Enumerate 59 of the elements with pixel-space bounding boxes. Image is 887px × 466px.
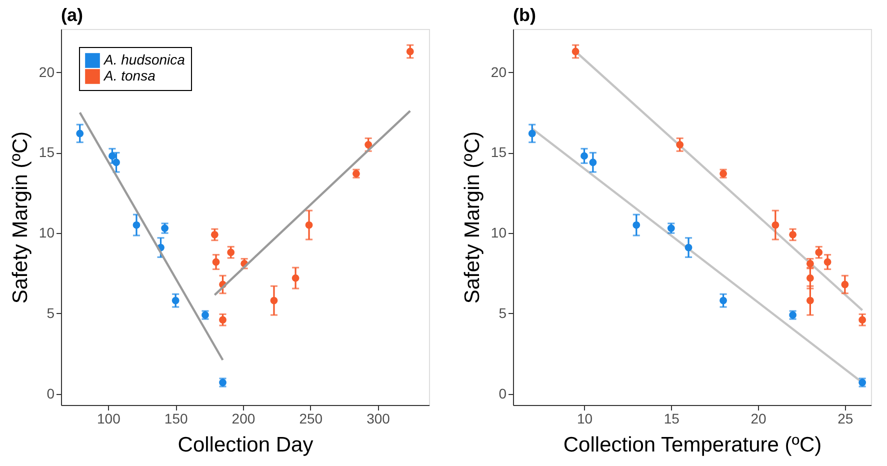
point [406,48,414,56]
point [815,248,823,256]
point [684,244,692,252]
x-tick-label: 20 [750,410,767,426]
point [806,274,814,282]
point [632,221,640,229]
point [789,230,797,238]
point [210,230,218,238]
point [112,158,120,166]
x-axis-title: Collection Day [178,434,314,456]
y-tick-label: 0 [46,385,55,402]
point [108,152,116,160]
point [364,140,372,148]
point [212,258,220,266]
point [305,221,313,229]
point [772,221,780,229]
point [589,158,597,166]
x-tick-label: 15 [664,410,680,426]
y-tick-label: 10 [490,224,507,241]
chart-title: (a) [61,5,84,25]
point [841,280,849,288]
x-tick-label: 300 [366,410,390,426]
y-tick-label: 10 [38,224,55,241]
point [227,248,235,256]
point [292,274,300,282]
y-tick-label: 5 [46,304,55,321]
point [667,224,675,232]
point [172,296,180,304]
y-tick-label: 15 [490,144,507,160]
point [572,48,580,56]
point [219,316,226,324]
point [76,130,84,138]
point [858,316,866,324]
x-axis-title: Collection Temperature (ºC) [563,434,822,456]
point [806,296,814,304]
y-axis-title: Safety Margin (ºC) [8,131,32,304]
point [528,130,536,138]
x-tick-label: 100 [97,410,121,426]
x-tick-label: 250 [299,410,323,426]
x-tick-label: 25 [838,410,854,426]
legend-label: A. hudsonica [103,52,186,68]
x-tick-label: 10 [576,410,593,426]
y-tick-label: 15 [38,144,55,160]
x-tick-label: 150 [164,410,188,426]
point [580,152,588,160]
y-tick-label: 0 [498,385,507,402]
y-tick-label: 20 [38,64,55,80]
legend-label: A. tonsa [103,68,156,84]
point [161,224,169,232]
point [270,296,278,304]
y-axis-title: Safety Margin (ºC) [460,131,484,304]
chart-title: (b) [513,5,536,25]
y-tick-label: 20 [490,64,507,80]
point [824,258,832,266]
point [132,221,140,229]
point [720,296,727,304]
y-tick-label: 5 [498,304,507,321]
point [676,140,684,148]
x-tick-label: 200 [232,410,256,426]
